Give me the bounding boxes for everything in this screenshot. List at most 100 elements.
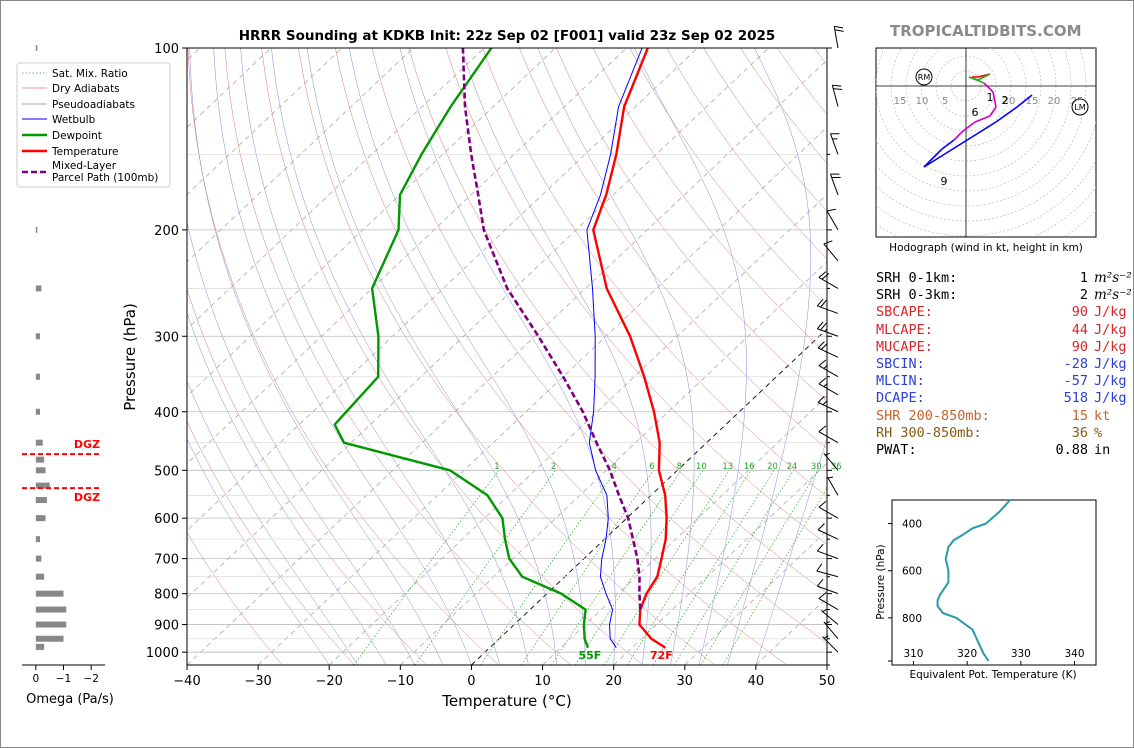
y-tick-label: 700 <box>154 553 179 568</box>
barb-staff <box>818 277 839 289</box>
x-tick-label: 20 <box>605 674 622 689</box>
pseudoadiabat <box>755 437 827 665</box>
series-temperature <box>592 48 668 649</box>
legend: Sat. Mix. Ratio Dry Adiabats Pseudoadiabat… <box>16 62 171 188</box>
barb-flag <box>816 563 823 572</box>
barb-half-flag <box>827 476 834 479</box>
pseudoadiabat <box>306 48 558 665</box>
hodograph-rm-marker <box>915 68 933 86</box>
y-tick-label: 200 <box>154 224 179 239</box>
isotherm <box>257 126 827 665</box>
barb-staff <box>818 365 839 378</box>
barb-flag <box>818 359 827 367</box>
surface-temp-label: 72F <box>650 649 673 662</box>
barb-flag <box>818 592 827 599</box>
barb-half-flag <box>823 364 828 369</box>
mix-ratio-labels: 1 2 4 6 8 10 13 16 20 24 30 36 <box>494 462 841 472</box>
omega-bar <box>35 497 47 504</box>
barb-flag <box>816 543 824 552</box>
hodograph-segment <box>983 82 994 93</box>
param-row: SHR 200-850mb: 15 kt <box>876 408 1132 425</box>
wind-barb <box>818 425 839 444</box>
legend-label: Temperature <box>51 146 119 158</box>
pseudoadiabat <box>461 48 652 665</box>
param-value: 2 <box>1079 287 1088 304</box>
theta-e-line <box>936 499 1011 662</box>
param-row: SRH 0-1km: 1 m²s⁻² <box>876 270 1132 287</box>
wind-barb <box>816 578 839 595</box>
wind-barb <box>831 84 843 107</box>
wind-barb <box>818 500 839 519</box>
param-label: PWAT: <box>876 441 917 458</box>
param-unit: m²s⁻² <box>1094 270 1132 286</box>
barb-flag <box>821 273 830 280</box>
hodograph-ring-label: 5 <box>942 96 948 107</box>
isotherm <box>187 48 485 330</box>
barb-staff <box>823 453 839 471</box>
y-tick-label: 800 <box>154 588 179 603</box>
param-unit: J/kg <box>1094 373 1127 390</box>
barb-staff <box>818 506 839 519</box>
skewt-plot-border <box>186 47 828 666</box>
isobars <box>187 48 827 665</box>
omega-bar <box>35 573 45 580</box>
theta-e-x-tick-label: 320 <box>957 648 977 660</box>
param-value: 1 <box>1079 270 1088 286</box>
pseudoadiabat <box>213 48 472 665</box>
pseudoadiabat <box>187 311 387 665</box>
wind-barb <box>823 240 839 262</box>
dgz-top-label: DGZ <box>74 438 100 451</box>
series-mixed-layer-parcel-path-mb- <box>461 48 642 610</box>
omega-tick-label: 0 <box>32 673 39 685</box>
param-label: SBCIN: <box>876 355 925 372</box>
hodograph-lm-marker <box>1071 98 1089 116</box>
hodograph-segment <box>953 130 964 141</box>
wind-barb <box>818 271 839 289</box>
hodograph-segment <box>923 148 943 168</box>
omega-bar <box>35 408 40 415</box>
param-row: MUCAPE: 90 J/kg <box>876 339 1132 356</box>
omega-panel: 0 −1 −2 <box>22 45 105 685</box>
param-value: 518 <box>1063 390 1088 407</box>
param-value: 15 <box>1071 407 1088 424</box>
hodograph-segment <box>971 121 997 138</box>
wind-barb <box>817 395 839 413</box>
x-tick-label: 10 <box>534 674 551 689</box>
dry-adiabat <box>298 48 716 665</box>
dry-adiabat <box>556 48 827 402</box>
param-value: 90 <box>1071 338 1088 355</box>
legend-label: Dewpoint <box>52 130 102 142</box>
barb-half-flag <box>824 621 831 624</box>
y-tick-label: 900 <box>154 619 179 634</box>
barb-flag <box>818 377 827 385</box>
barb-staff <box>826 476 839 496</box>
y-tick-label: 500 <box>154 464 179 479</box>
param-unit: J/kg <box>1094 390 1127 407</box>
hodograph-caption: Hodograph (wind in kt, height in km) <box>889 242 1083 254</box>
param-label: SRH 0-3km: <box>876 287 958 304</box>
barb-flag <box>818 500 827 508</box>
omega-bar <box>35 555 42 562</box>
barb-flag <box>818 425 827 433</box>
omega-bar <box>35 536 40 543</box>
y-tick-label: 400 <box>154 406 179 421</box>
mixing-ratio-line <box>652 470 775 665</box>
mix-ratio-label: 30 <box>811 462 822 472</box>
pseudoadiabat <box>187 221 415 665</box>
y-tick-label: 300 <box>154 330 179 345</box>
wind-barb <box>816 298 839 314</box>
omega-bar <box>35 467 46 474</box>
hodograph-segment <box>989 106 997 117</box>
barb-flag <box>832 84 842 87</box>
wind-barb <box>816 321 839 337</box>
wind-barb <box>816 543 839 560</box>
omega-bar <box>35 439 43 446</box>
y-tick-label: 1000 <box>146 646 179 661</box>
y-tick-label: 100 <box>154 42 179 57</box>
param-value: 36 <box>1071 424 1088 441</box>
isotherm <box>187 48 627 464</box>
legend-label: Parcel Path (100mb) <box>52 172 158 184</box>
dry-adiabat <box>445 48 827 546</box>
barb-half-flag <box>824 452 831 456</box>
pseudoadiabat <box>187 380 358 665</box>
